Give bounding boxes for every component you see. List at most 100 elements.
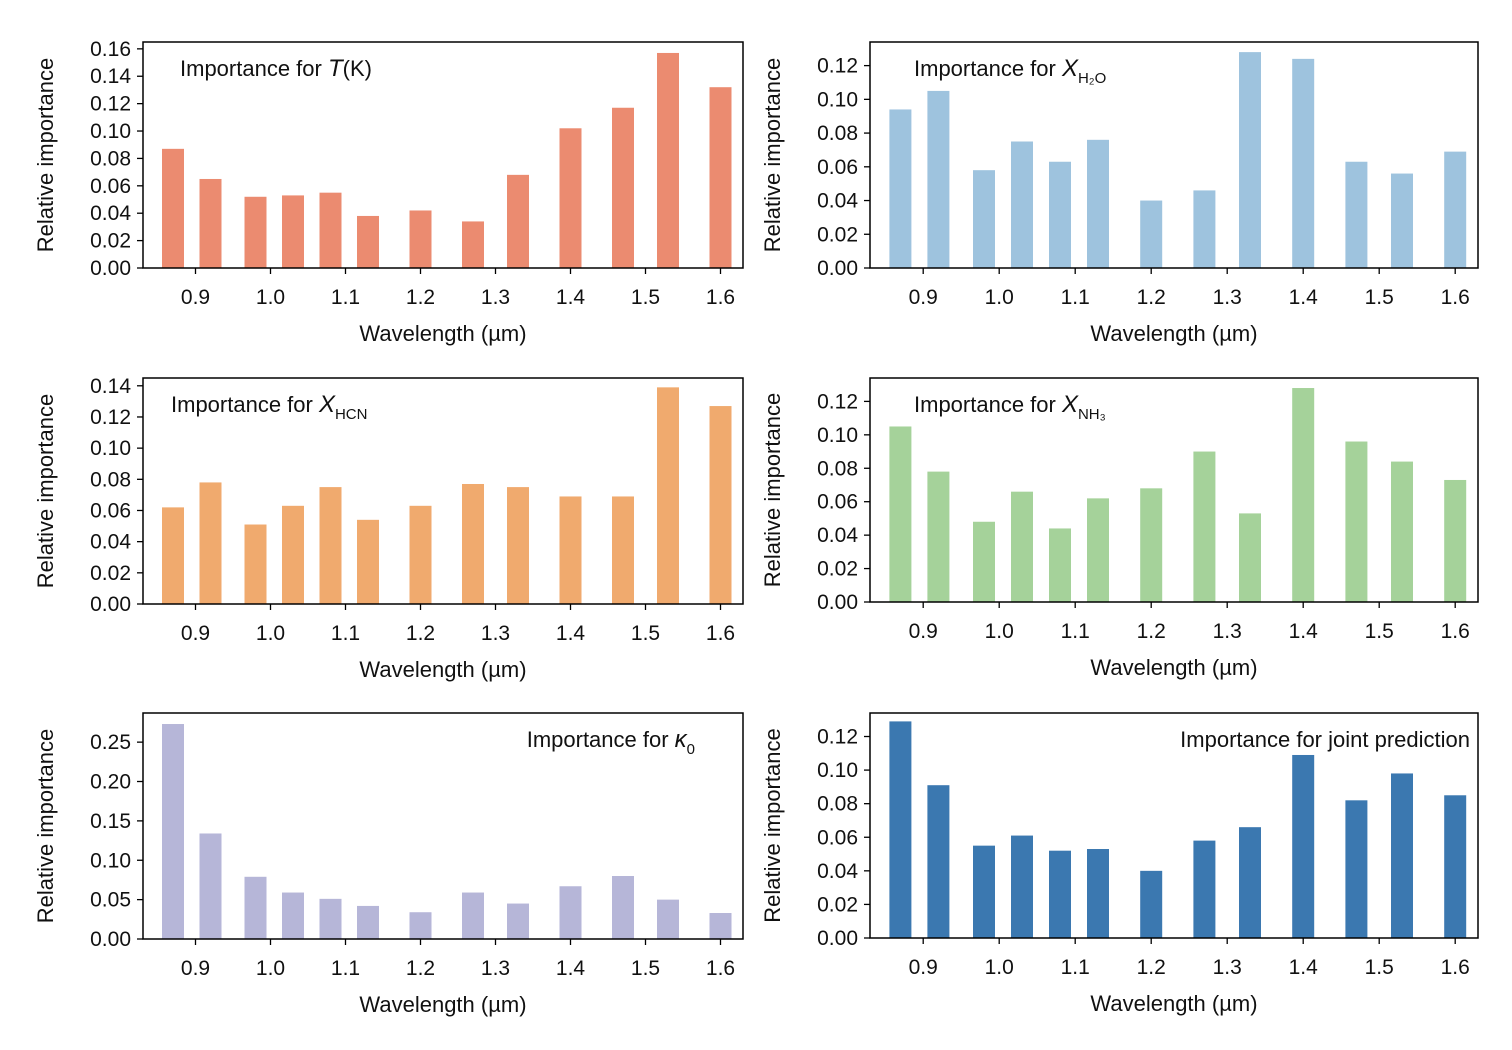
- x-tick-label: 1.3: [1213, 956, 1242, 979]
- bar: [1444, 795, 1467, 938]
- panel-title-suffix: (K): [343, 56, 372, 81]
- y-tick-label: 0.02: [817, 223, 858, 246]
- bar: [1140, 870, 1163, 938]
- bar: [1140, 200, 1163, 268]
- x-tick-label: 1.5: [1365, 620, 1394, 643]
- x-tick-label: 1.3: [481, 957, 510, 980]
- bar: [462, 483, 484, 604]
- x-tick-label: 1.0: [256, 622, 285, 645]
- plot-frame: [869, 41, 1479, 269]
- x-tick-label: 1.0: [256, 957, 285, 980]
- x-tick-label: 1.0: [985, 286, 1014, 309]
- bar: [559, 496, 582, 604]
- bar: [507, 174, 529, 268]
- panel-title-symbol: X: [1061, 55, 1079, 82]
- y-tick-label: 0.12: [817, 55, 858, 78]
- x-tick-label: 1.6: [1441, 620, 1470, 643]
- x-tick-label: 1.5: [631, 957, 660, 980]
- bar: [709, 913, 732, 939]
- bar: [1239, 52, 1261, 269]
- bar: [709, 406, 732, 604]
- y-tick-label: 0.04: [90, 202, 131, 225]
- x-tick-label: 1.4: [556, 286, 586, 309]
- y-tick-label: 0.02: [817, 893, 858, 916]
- x-tick-label: 1.0: [256, 286, 285, 309]
- y-tick-label: 0.08: [90, 468, 131, 491]
- chart-panel-3: 0.9 1.0 1.1 1.2 1.3 1.4 1.5 1.6 0.00 0.02 0.04 0.06…: [33, 375, 744, 682]
- x-tick-label: 1.1: [331, 286, 360, 309]
- y-tick-label: 0.16: [90, 38, 131, 61]
- x-tick-label: 0.9: [181, 957, 210, 980]
- y-tick-label: 0.08: [817, 122, 858, 145]
- bar: [1292, 388, 1315, 602]
- bar: [1049, 528, 1071, 602]
- x-tick-label: 1.5: [1365, 956, 1394, 979]
- x-tick-label: 1.4: [1289, 620, 1319, 643]
- panel-title: Importance for XNH₃: [914, 391, 1106, 423]
- y-tick-label: 0.15: [90, 810, 131, 833]
- bar: [1239, 827, 1261, 938]
- y-tick-label: 0.00: [817, 591, 858, 614]
- x-tick-label: 1.3: [1213, 620, 1242, 643]
- panel-title: Importance for joint prediction: [1180, 727, 1470, 752]
- bar: [889, 109, 912, 269]
- plot-frame: [142, 41, 744, 269]
- bar: [162, 724, 184, 939]
- bar: [1292, 58, 1315, 269]
- y-tick-label: 0.06: [817, 156, 858, 179]
- bar: [657, 52, 679, 269]
- bar: [1292, 754, 1315, 938]
- x-tick-label: 1.5: [631, 622, 660, 645]
- bar: [612, 107, 634, 268]
- x-tick-label: 0.9: [181, 286, 210, 309]
- x-tick-label: 1.1: [1061, 956, 1090, 979]
- bar: [657, 899, 679, 939]
- x-tick-label: 1.1: [1061, 620, 1090, 643]
- x-tick-label: 0.9: [909, 620, 938, 643]
- bar: [927, 471, 950, 602]
- bar: [1193, 840, 1216, 938]
- x-tick-label: 1.4: [556, 957, 586, 980]
- x-tick-label: 1.2: [406, 286, 435, 309]
- bar: [162, 507, 184, 604]
- bar: [357, 519, 379, 604]
- y-tick-label: 0.04: [817, 524, 858, 547]
- bar: [1011, 835, 1033, 938]
- bar: [1345, 800, 1368, 938]
- bar: [409, 210, 432, 268]
- bar: [462, 892, 484, 939]
- bar: [973, 170, 995, 268]
- y-axis-title: Relative importance: [33, 729, 58, 923]
- y-tick-label: 0.04: [90, 531, 131, 554]
- y-axis-title: Relative importance: [760, 728, 785, 922]
- chart-panel-4: 0.9 1.0 1.1 1.2 1.3 1.4 1.5 1.6 0.00 0.02 0.04 0.06…: [760, 377, 1479, 680]
- x-tick-label: 1.6: [706, 622, 735, 645]
- bar: [889, 426, 912, 602]
- panel-title: Importance for T(K): [180, 55, 372, 82]
- bar: [612, 876, 634, 939]
- x-tick-label: 1.2: [1137, 956, 1166, 979]
- bar: [1011, 141, 1033, 268]
- bar: [199, 833, 222, 939]
- y-tick-label: 0.10: [817, 88, 858, 111]
- bar: [282, 505, 304, 604]
- x-tick-label: 1.1: [1061, 286, 1090, 309]
- y-tick-label: 0.25: [90, 731, 131, 754]
- x-tick-label: 1.6: [706, 957, 735, 980]
- x-tick-label: 1.4: [1289, 956, 1319, 979]
- bar: [1087, 498, 1109, 602]
- panel-title-prefix: Importance for: [171, 392, 319, 417]
- bar: [559, 886, 582, 939]
- bar: [1345, 161, 1368, 268]
- x-tick-label: 1.6: [1441, 956, 1470, 979]
- bar: [244, 196, 267, 268]
- y-axis-title: Relative importance: [760, 58, 785, 252]
- bar: [1193, 190, 1216, 268]
- bar: [507, 487, 529, 604]
- bar: [709, 87, 732, 268]
- x-axis-title: Wavelength (µm): [359, 321, 526, 346]
- x-axis-title: Wavelength (µm): [359, 657, 526, 682]
- y-tick-label: 0.14: [90, 375, 131, 398]
- x-axis-title: Wavelength (µm): [1090, 655, 1257, 680]
- panel-title-prefix: Importance for: [527, 727, 675, 752]
